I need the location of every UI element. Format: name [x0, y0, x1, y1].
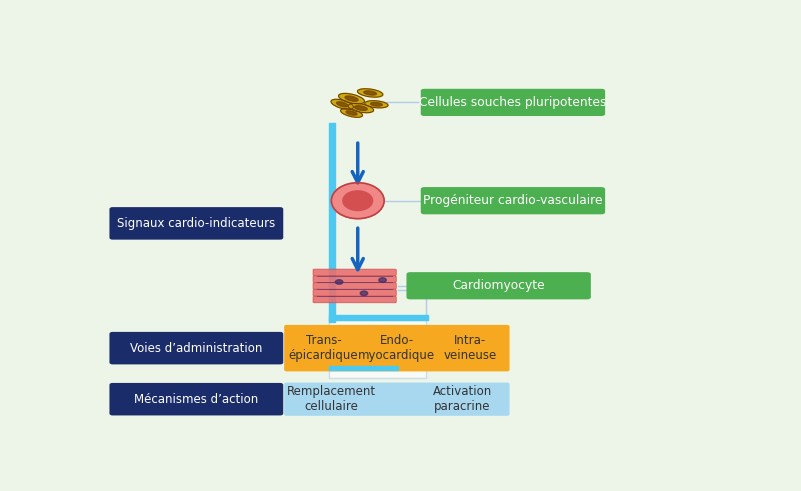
Ellipse shape — [331, 99, 353, 109]
FancyBboxPatch shape — [284, 325, 509, 371]
FancyBboxPatch shape — [110, 207, 284, 240]
FancyBboxPatch shape — [110, 332, 284, 364]
Ellipse shape — [346, 111, 357, 115]
FancyBboxPatch shape — [421, 187, 605, 214]
Text: Endo-
myocardique: Endo- myocardique — [358, 334, 436, 362]
Circle shape — [379, 278, 386, 282]
FancyBboxPatch shape — [284, 382, 509, 416]
Ellipse shape — [357, 89, 383, 97]
Bar — [328, 365, 398, 370]
Text: Trans-
épicardique: Trans- épicardique — [289, 334, 358, 362]
FancyBboxPatch shape — [313, 276, 396, 282]
Bar — [328, 123, 335, 322]
Text: Cellules souches pluripotentes: Cellules souches pluripotentes — [419, 96, 606, 109]
Text: Progéniteur cardio-vasculaire: Progéniteur cardio-vasculaire — [423, 194, 602, 207]
Ellipse shape — [355, 106, 367, 110]
Ellipse shape — [348, 104, 373, 113]
Text: Cardiomyocyte: Cardiomyocyte — [453, 279, 545, 292]
Text: Intra-
veineuse: Intra- veineuse — [444, 334, 497, 362]
Ellipse shape — [371, 103, 382, 106]
FancyBboxPatch shape — [110, 383, 284, 415]
Ellipse shape — [343, 191, 372, 211]
Text: Signaux cardio-indicateurs: Signaux cardio-indicateurs — [117, 217, 276, 230]
Ellipse shape — [332, 183, 384, 218]
Text: Mécanismes d’action: Mécanismes d’action — [135, 393, 259, 406]
FancyBboxPatch shape — [313, 297, 396, 303]
Text: Remplacement
cellulaire: Remplacement cellulaire — [287, 385, 376, 413]
FancyBboxPatch shape — [313, 290, 396, 296]
FancyBboxPatch shape — [421, 89, 605, 116]
Ellipse shape — [336, 102, 348, 107]
Circle shape — [336, 280, 343, 284]
Ellipse shape — [364, 91, 376, 95]
Ellipse shape — [345, 96, 358, 101]
FancyBboxPatch shape — [328, 320, 426, 379]
Text: Activation
paracrine: Activation paracrine — [433, 385, 492, 413]
FancyBboxPatch shape — [313, 283, 396, 289]
Text: Voies d’administration: Voies d’administration — [130, 342, 263, 355]
Ellipse shape — [339, 93, 364, 104]
FancyBboxPatch shape — [313, 269, 396, 275]
Ellipse shape — [364, 101, 388, 108]
Circle shape — [360, 291, 368, 296]
Ellipse shape — [340, 109, 363, 117]
Bar — [328, 315, 428, 320]
FancyBboxPatch shape — [406, 272, 591, 300]
